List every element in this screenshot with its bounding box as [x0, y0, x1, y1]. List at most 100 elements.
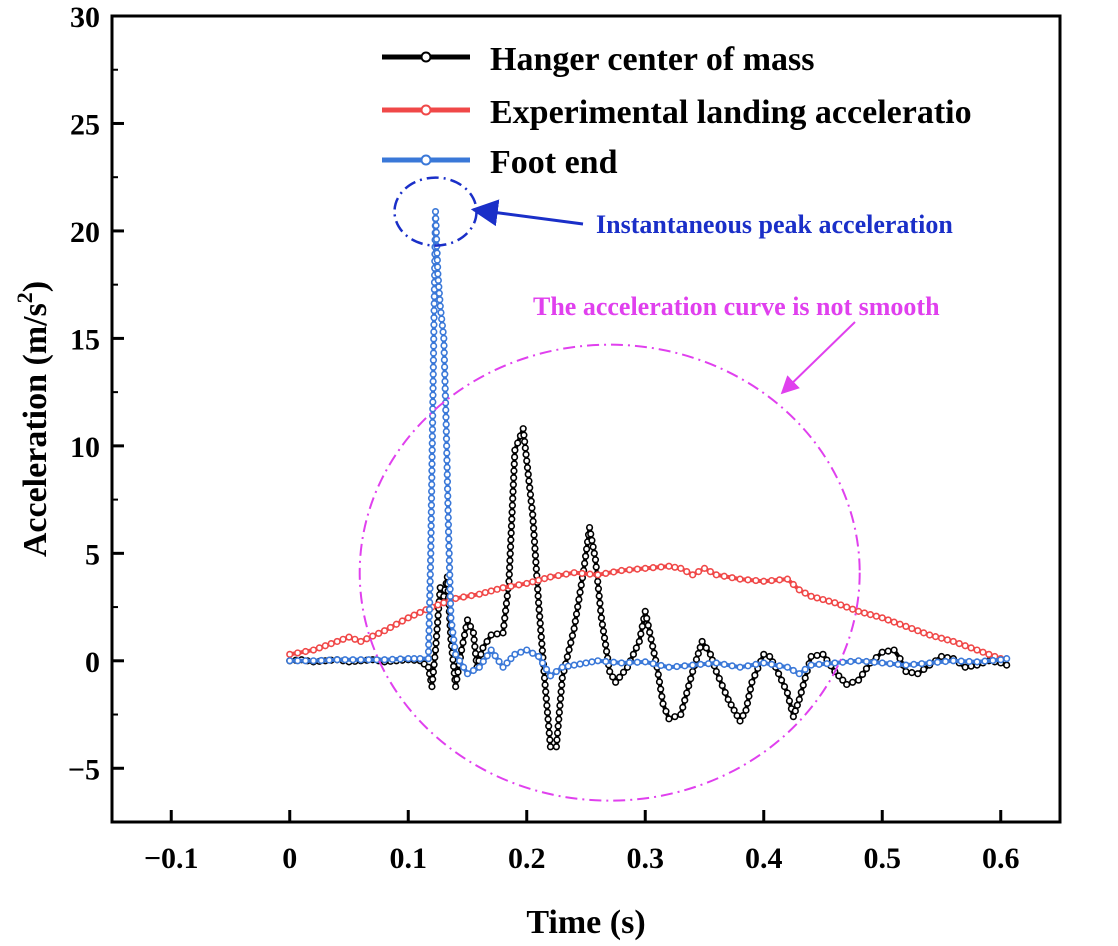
data-point [375, 629, 383, 637]
data-point [596, 599, 604, 607]
data-point [989, 656, 997, 665]
data-point [438, 315, 446, 323]
data-point [570, 624, 578, 633]
data-point [728, 662, 736, 670]
data-point [649, 660, 657, 668]
data-point [531, 544, 539, 553]
data-point [451, 643, 459, 651]
data-point [510, 460, 518, 468]
data-point [955, 640, 963, 648]
data-point [752, 576, 760, 585]
data-point [520, 431, 528, 439]
rough-region-ellipse [358, 343, 861, 802]
data-point [736, 663, 744, 671]
data-point [508, 515, 516, 523]
data-point [441, 392, 449, 400]
data-point [594, 577, 602, 586]
data-point [301, 647, 310, 656]
data-point [452, 682, 460, 691]
data-point [926, 659, 934, 667]
data-point [700, 564, 709, 572]
data-point [545, 722, 553, 730]
data-point [813, 594, 821, 602]
data-point [858, 670, 867, 679]
data-point [430, 661, 438, 669]
data-point [380, 656, 389, 664]
data-point [396, 655, 404, 663]
data-point [582, 552, 590, 560]
data-point [487, 631, 495, 639]
plot-frame [110, 14, 1062, 824]
data-point [546, 573, 555, 581]
data-point [646, 628, 654, 636]
data-point [509, 494, 517, 503]
data-point [744, 662, 752, 670]
data-point [536, 619, 544, 627]
series-line-foot [289, 209, 1008, 678]
data-point [544, 715, 552, 723]
data-point [557, 688, 565, 696]
data-point [538, 659, 547, 667]
data-point [538, 640, 546, 648]
y-tick-label: 10 [70, 431, 100, 464]
data-point [637, 630, 645, 638]
data-point [540, 574, 549, 583]
data-point [506, 550, 514, 558]
data-point [450, 662, 458, 670]
data-point [499, 629, 507, 637]
data-point [432, 221, 440, 230]
data-point [546, 743, 555, 751]
data-point [517, 648, 525, 656]
data-point [386, 623, 395, 632]
data-point [428, 467, 436, 475]
data-point [441, 377, 449, 385]
data-point [679, 703, 687, 711]
data-point [568, 632, 577, 640]
data-point [837, 601, 845, 609]
data-point [428, 487, 436, 496]
data-point [507, 582, 515, 590]
data-point [427, 535, 435, 544]
data-point [506, 543, 515, 551]
data-point [698, 637, 706, 646]
data-point [542, 665, 551, 673]
x-tick-label: 0.4 [745, 842, 783, 875]
data-point [662, 707, 670, 715]
data-point [453, 675, 461, 683]
data-point [446, 578, 454, 586]
data-point [429, 412, 437, 420]
data-point [426, 584, 434, 593]
data-point [507, 536, 515, 544]
data-point [785, 697, 794, 705]
x-tick-label: 0 [282, 842, 297, 875]
data-point [973, 646, 981, 654]
data-point [872, 612, 880, 620]
data-point [532, 558, 540, 566]
data-point [854, 676, 863, 684]
data-point [416, 655, 424, 663]
data-point [578, 569, 586, 577]
data-point [427, 556, 435, 564]
data-point [467, 592, 476, 600]
data-point [590, 549, 598, 557]
data-point [552, 743, 560, 751]
data-point [647, 635, 655, 643]
data-point [671, 563, 679, 571]
data-point [500, 621, 508, 630]
data-point [470, 636, 478, 644]
data-point [902, 667, 910, 676]
data-point [957, 657, 965, 665]
data-point [981, 657, 989, 665]
data-point [768, 660, 776, 668]
data-point [775, 662, 784, 670]
data-point [860, 609, 869, 617]
data-point [446, 599, 455, 608]
series-foot [286, 207, 1011, 680]
data-point [445, 556, 453, 565]
data-point [862, 657, 871, 666]
data-point [460, 631, 469, 639]
data-point [633, 565, 641, 573]
data-point [546, 672, 555, 680]
data-point [441, 370, 449, 378]
